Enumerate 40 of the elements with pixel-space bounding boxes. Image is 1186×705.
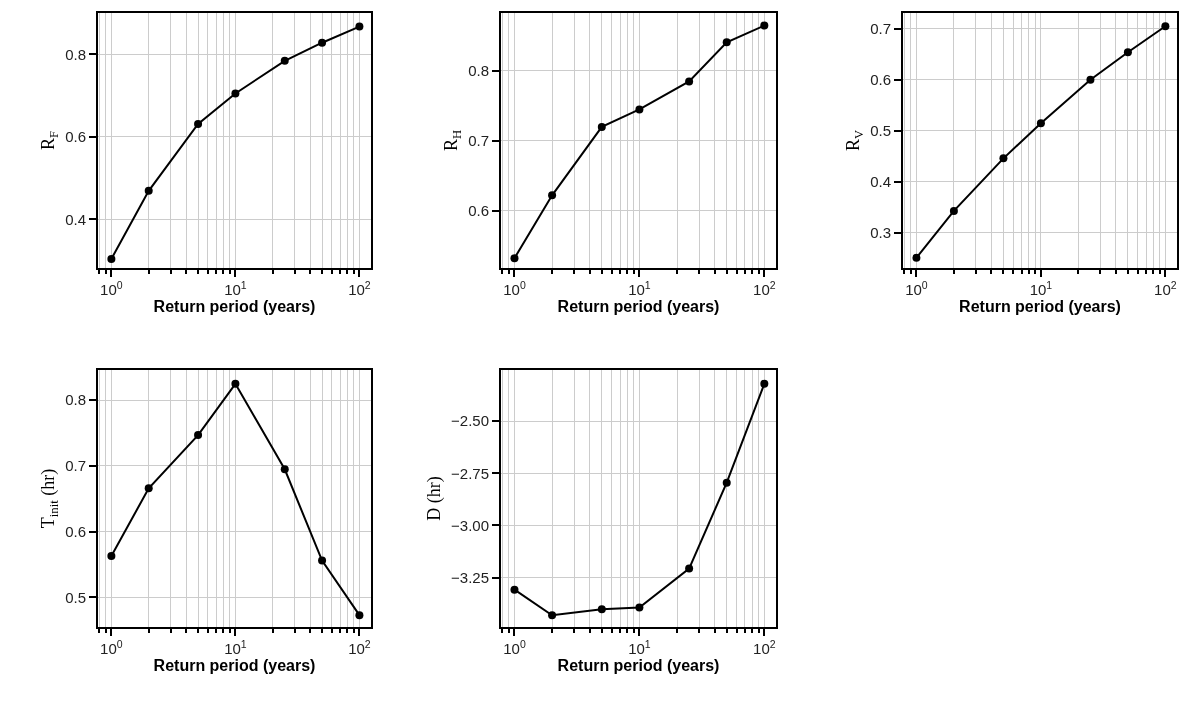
x-tick-label: 10$^{2}$: [753, 637, 776, 657]
x-axis-title: Return period (years): [959, 298, 1121, 316]
x-tick-label: 10$^{2}$: [348, 278, 371, 298]
y-tick-label: 0.8: [65, 45, 86, 63]
x-tick-label: 10$^{2}$: [753, 278, 776, 298]
y-tick-label: 0.3: [870, 224, 891, 242]
x-tick-label: 10$^{1}$: [628, 278, 651, 298]
x-tick-label: 10$^{2}$: [348, 637, 371, 657]
y-tick-label: 0.6: [65, 128, 86, 146]
y-tick-label: 0.4: [65, 210, 86, 228]
y-tick-label: 0.8: [65, 391, 86, 409]
y-tick-label: 0.6: [65, 522, 86, 540]
y-tick-label: 0.7: [468, 132, 489, 150]
x-tick-label: 10$^{1}$: [628, 637, 651, 657]
y-tick-label: 0.8: [468, 62, 489, 80]
x-tick-label: 10$^{2}$: [1154, 278, 1177, 298]
y-axis-title: D (hr): [423, 476, 445, 521]
y-tick-label: −2.75: [451, 464, 489, 482]
x-tick-label: 10$^{1}$: [1029, 278, 1053, 298]
y-tick-label: 0.7: [870, 20, 891, 38]
y-tick-label: 0.7: [65, 457, 86, 475]
x-axis-title: Return period (years): [153, 298, 316, 316]
x-tick-label: 10$^{1}$: [224, 278, 247, 298]
x-tick-label: 10$^{0}$: [100, 278, 123, 298]
x-axis-title: Return period (years): [153, 657, 316, 675]
x-tick-label: 10$^{0}$: [905, 278, 928, 298]
x-tick-label: 10$^{0}$: [503, 637, 526, 657]
y-tick-label: −3.25: [451, 568, 489, 586]
x-tick-label: 10$^{0}$: [100, 637, 123, 657]
x-axis-title: Return period (years): [557, 657, 720, 675]
y-tick-label: 0.6: [468, 201, 489, 219]
y-tick-label: 0.6: [870, 71, 891, 89]
x-axis-title: Return period (years): [557, 298, 720, 316]
y-tick-label: −2.50: [451, 412, 489, 430]
y-tick-label: 0.4: [870, 173, 891, 191]
y-tick-label: 0.5: [870, 122, 891, 140]
x-tick-label: 10$^{1}$: [224, 637, 247, 657]
x-tick-label: 10$^{0}$: [503, 278, 526, 298]
y-tick-label: 0.5: [65, 588, 86, 606]
y-tick-label: −3.00: [451, 516, 489, 534]
